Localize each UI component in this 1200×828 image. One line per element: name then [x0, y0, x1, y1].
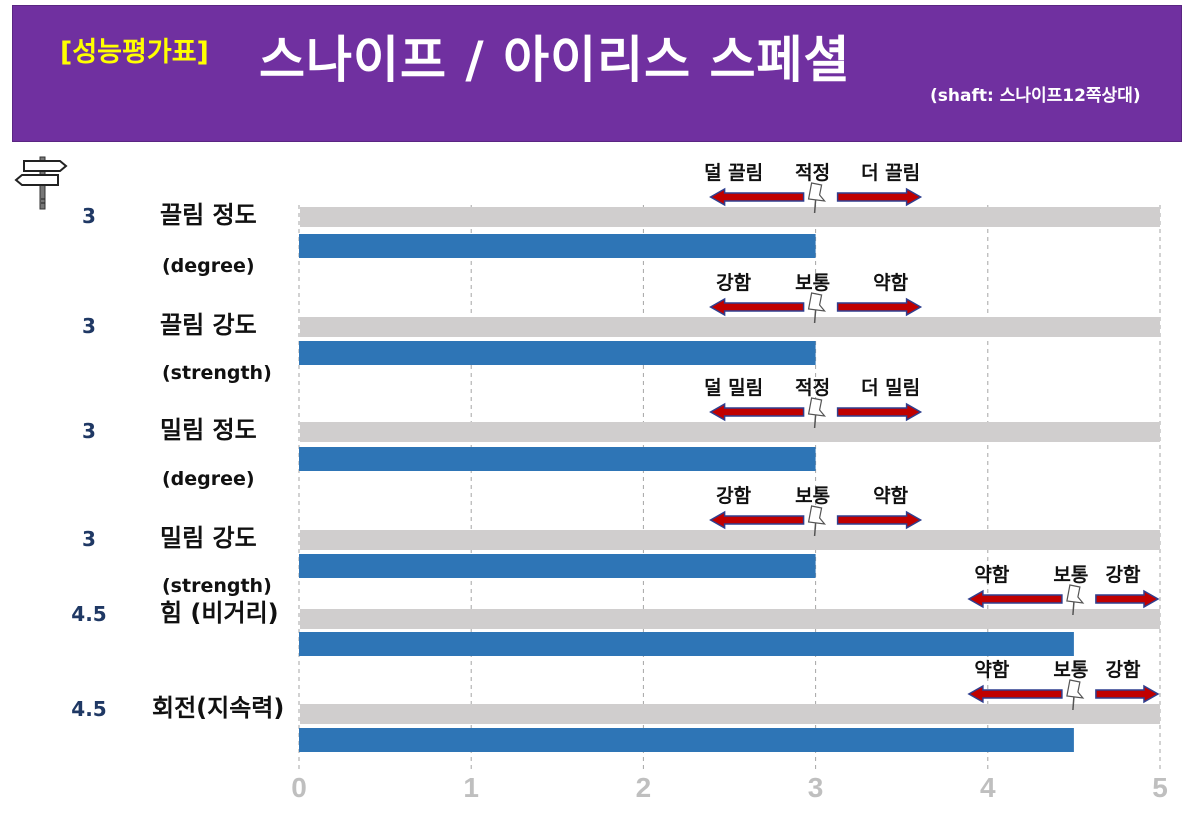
row-sublabel: (degree)	[162, 255, 255, 277]
pin-icon	[1066, 584, 1085, 604]
scale-track	[300, 422, 1160, 442]
pin-needle	[813, 522, 817, 537]
left-arrow-icon	[709, 402, 805, 422]
scale-right-word: 약함	[873, 272, 908, 294]
x-tick-label: 0	[291, 772, 307, 803]
left-arrow-icon	[709, 187, 805, 207]
value-bar	[299, 234, 816, 258]
scale-track	[300, 530, 1160, 550]
scale-center-word: 보통	[1053, 564, 1088, 586]
pin-needle	[813, 414, 817, 429]
right-arrow-icon	[836, 297, 923, 317]
value-label: 3	[82, 204, 96, 228]
left-arrow-icon	[709, 510, 805, 530]
value-bar	[299, 447, 816, 471]
value-label: 3	[82, 314, 96, 338]
scale-right-word: 약함	[873, 485, 908, 507]
left-arrow-icon	[967, 684, 1063, 704]
scale-center-word: 보통	[795, 485, 830, 507]
scale-track	[300, 317, 1160, 337]
row-label: 밀림 강도	[160, 524, 257, 552]
row-label: 밀림 정도	[160, 416, 257, 444]
value-label: 3	[82, 419, 96, 443]
scale-right-word: 더 밀림	[861, 377, 920, 399]
right-arrow-icon	[836, 402, 923, 422]
right-arrow-icon	[1095, 589, 1160, 609]
x-tick-label: 3	[808, 772, 824, 803]
value-bar	[299, 341, 816, 365]
page-title: 스나이프 / 아이리스 스페셜	[259, 31, 851, 89]
x-tick-label: 5	[1152, 772, 1168, 803]
pin-icon	[807, 182, 827, 202]
left-arrow-icon	[967, 589, 1063, 609]
scale-track	[300, 609, 1160, 629]
signpost-icon	[14, 156, 68, 210]
pin-icon	[807, 292, 827, 312]
x-tick-label: 2	[636, 772, 652, 803]
evaluation-tag: [성능평가표]	[60, 37, 209, 68]
value-bar	[299, 632, 1074, 656]
scale-right-word: 강함	[1106, 564, 1141, 586]
scale-center-word: 적정	[795, 162, 830, 184]
pin-needle	[813, 199, 817, 214]
right-arrow-icon	[836, 187, 923, 207]
right-arrow-icon	[836, 510, 923, 530]
scale-left-word: 약함	[974, 659, 1009, 681]
row-label: 끌림 강도	[160, 311, 257, 339]
scale-left-word: 강함	[716, 485, 751, 507]
row-label: 회전(지속력)	[152, 694, 284, 722]
value-label: 4.5	[71, 697, 106, 721]
title-banner: [성능평가표] 스나이프 / 아이리스 스페셜 (shaft: 스나이프12쪽상…	[12, 5, 1182, 142]
x-tick-label: 1	[463, 772, 479, 803]
pin-needle	[1072, 696, 1075, 711]
scale-center-word: 적정	[795, 377, 830, 399]
row-label: 끌림 정도	[160, 201, 257, 229]
pin-icon	[1066, 679, 1085, 699]
pin-icon	[807, 397, 827, 417]
row-sublabel: (strength)	[162, 575, 272, 597]
value-label: 4.5	[71, 602, 106, 626]
row-label: 힘 (비거리)	[160, 599, 279, 627]
pin-needle	[1072, 601, 1075, 616]
pin-icon	[807, 505, 827, 525]
right-arrow-icon	[1095, 684, 1160, 704]
value-label: 3	[82, 527, 96, 551]
value-bar	[299, 554, 816, 578]
left-arrow-icon	[709, 297, 805, 317]
x-tick-label: 4	[980, 772, 996, 803]
scale-left-word: 덜 끌림	[704, 162, 763, 184]
row-sublabel: (degree)	[162, 468, 255, 490]
scale-center-word: 보통	[1053, 659, 1088, 681]
value-bar	[299, 728, 1074, 752]
scale-track	[300, 207, 1160, 227]
pin-needle	[813, 309, 817, 324]
row-sublabel: (strength)	[162, 362, 272, 384]
scale-left-word: 강함	[716, 272, 751, 294]
scale-right-word: 더 끌림	[861, 162, 920, 184]
shaft-subtitle: (shaft: 스나이프12쪽상대)	[930, 86, 1141, 106]
scale-track	[300, 704, 1160, 724]
scale-left-word: 덜 밀림	[704, 377, 763, 399]
scale-left-word: 약함	[974, 564, 1009, 586]
scale-center-word: 보통	[795, 272, 830, 294]
scale-right-word: 강함	[1106, 659, 1141, 681]
